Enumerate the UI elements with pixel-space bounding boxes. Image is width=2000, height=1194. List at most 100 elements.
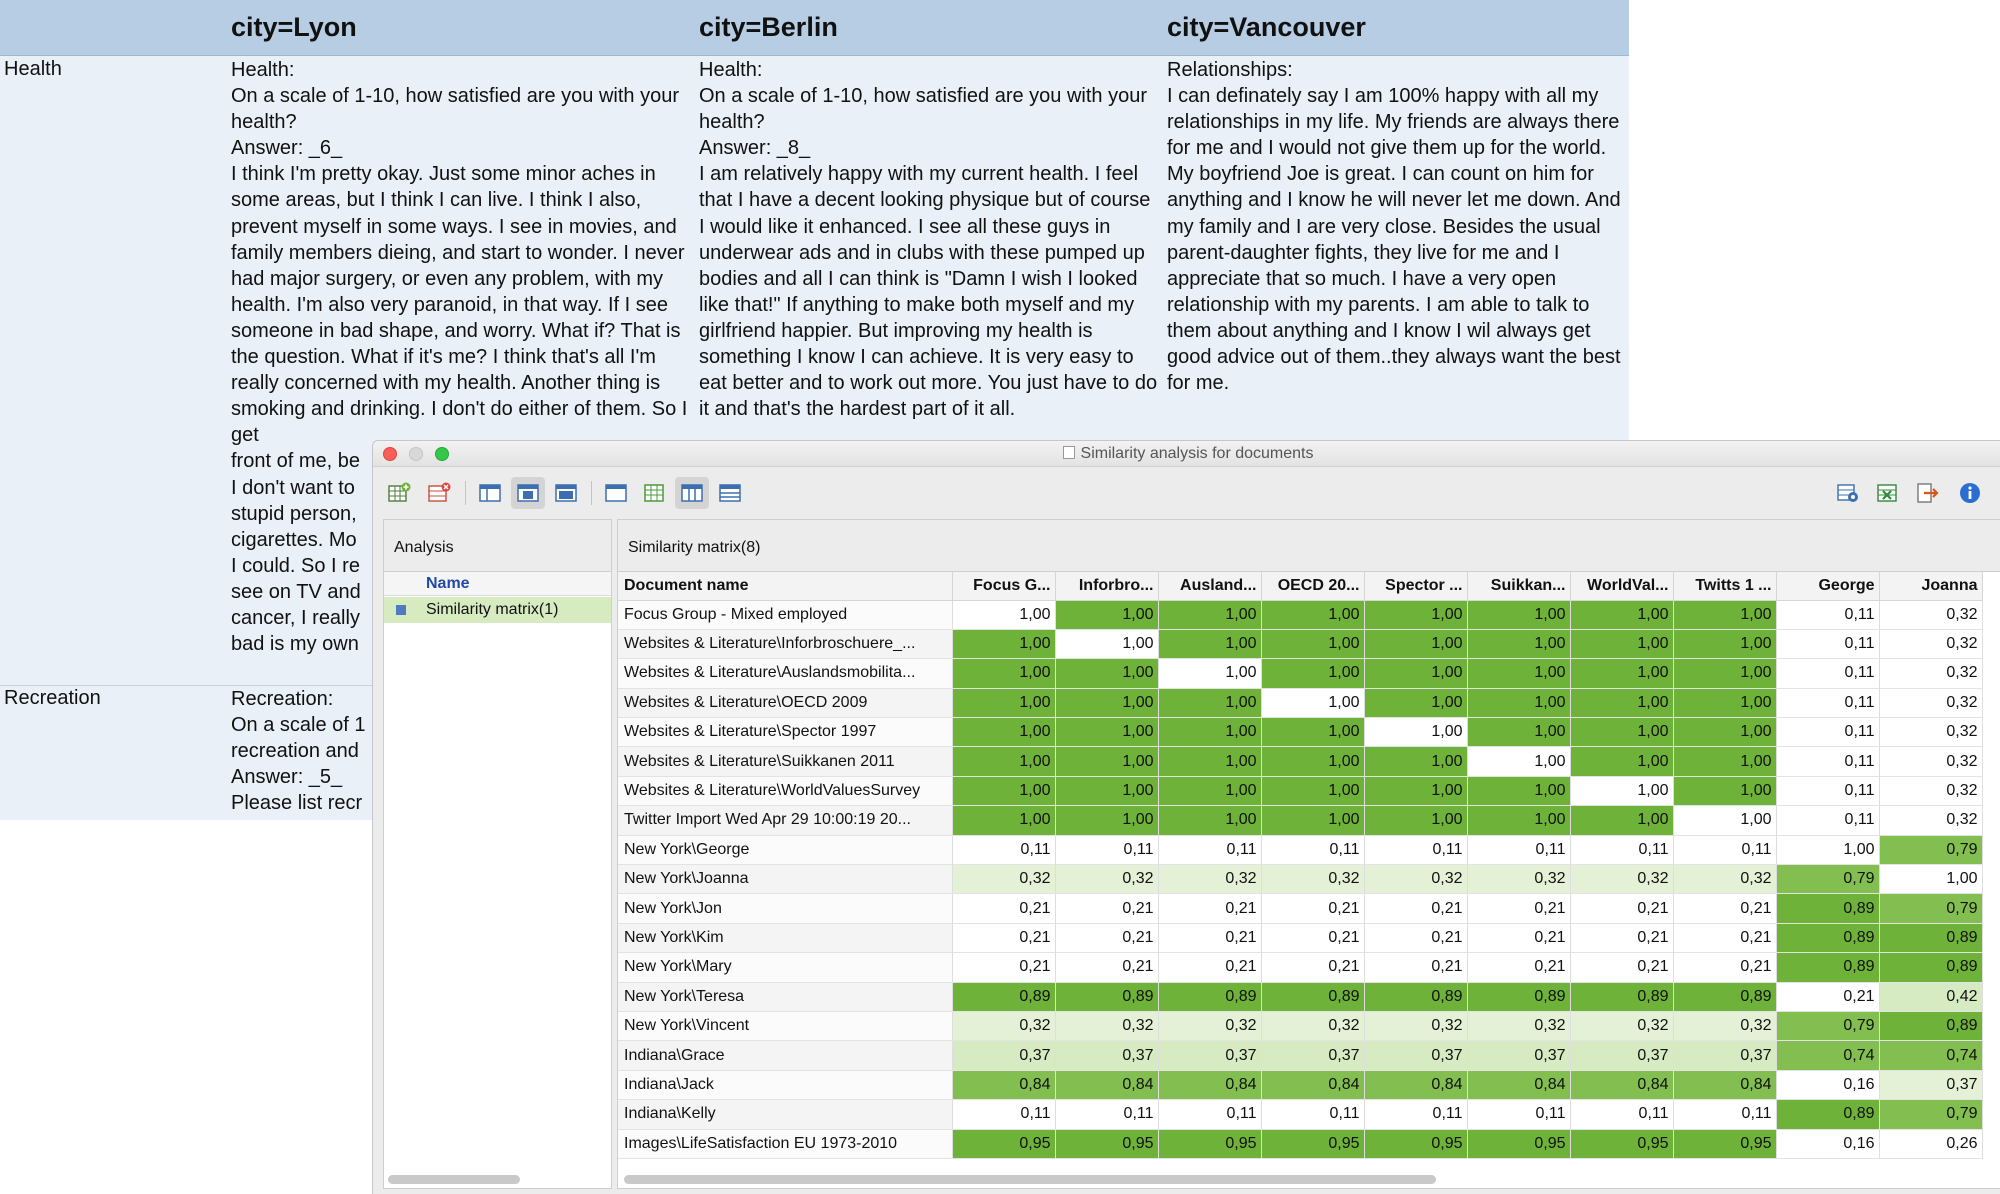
similarity-cell[interactable]: 0,32 [952,1011,1056,1042]
similarity-cell[interactable]: 0,21 [1673,923,1777,954]
similarity-cell[interactable]: 0,37 [952,1040,1056,1071]
similarity-cell[interactable]: 1,00 [1364,629,1468,660]
similarity-cell[interactable]: 1,00 [1467,658,1571,689]
similarity-cell[interactable]: 1,00 [1158,805,1262,836]
info-icon[interactable] [1953,477,1987,509]
similarity-cell[interactable]: 1,00 [952,629,1056,660]
similarity-cell[interactable]: 0,74 [1776,1040,1880,1071]
similarity-cell[interactable]: 0,32 [1158,864,1262,895]
analysis-list-item[interactable]: Similarity matrix(1) [384,597,611,623]
excel-export-icon[interactable] [1871,477,1905,509]
similarity-cell[interactable]: 1,00 [952,688,1056,719]
similarity-cell[interactable]: 1,00 [952,746,1056,777]
similarity-cell[interactable]: 0,21 [952,893,1056,924]
similarity-cell[interactable]: 1,00 [952,717,1056,748]
similarity-cell[interactable]: 0,84 [1261,1070,1365,1101]
similarity-cell[interactable]: 1,00 [1673,805,1777,836]
similarity-cell[interactable]: 1,00 [1261,717,1365,748]
similarity-cell[interactable]: 0,95 [1570,1129,1674,1159]
similarity-cell[interactable]: 0,21 [1158,952,1262,983]
similarity-cell[interactable]: 0,16 [1776,1070,1880,1101]
similarity-cell[interactable]: 0,89 [1673,982,1777,1012]
similarity-cell[interactable]: 0,32 [952,864,1056,895]
document-name-cell[interactable]: New York\George [618,835,953,866]
similarity-cell[interactable]: 0,32 [1364,864,1468,895]
similarity-cell[interactable]: 0,21 [952,952,1056,983]
similarity-cell[interactable]: 0,32 [1879,658,1983,689]
document-name-cell[interactable]: New York\Joanna [618,864,953,895]
similarity-cell[interactable]: 0,11 [1776,688,1880,719]
document-name-cell[interactable]: New York\Teresa [618,982,953,1012]
similarity-cell[interactable]: 0,32 [1055,864,1159,895]
similarity-cell[interactable]: 0,11 [1467,1099,1571,1130]
similarity-cell[interactable]: 0,32 [1261,1011,1365,1042]
similarity-cell[interactable]: 1,00 [1364,717,1468,748]
similarity-cell[interactable]: 0,11 [1776,629,1880,660]
similarity-cell[interactable]: 0,84 [1570,1070,1674,1101]
layout-left-icon[interactable] [473,477,507,509]
matrix-column-header[interactable]: OECD 20... [1261,572,1365,601]
similarity-cell[interactable]: 0,89 [952,982,1056,1012]
similarity-cell[interactable]: 0,37 [1879,1070,1983,1101]
similarity-cell[interactable]: 0,95 [952,1129,1056,1159]
similarity-cell[interactable]: 0,11 [1570,835,1674,866]
similarity-cell[interactable]: 0,11 [1364,835,1468,866]
minimize-window-button[interactable] [409,447,423,461]
similarity-cell[interactable]: 1,00 [1570,688,1674,719]
similarity-cell[interactable]: 0,21 [1467,893,1571,924]
similarity-cell[interactable]: 0,32 [1673,864,1777,895]
similarity-cell[interactable]: 0,37 [1261,1040,1365,1071]
rows-icon[interactable] [713,477,747,509]
similarity-cell[interactable]: 0,89 [1776,1099,1880,1130]
similarity-cell[interactable]: 1,00 [1364,600,1468,630]
delete-matrix-icon[interactable] [423,477,457,509]
similarity-cell[interactable]: 0,84 [1673,1070,1777,1101]
similarity-cell[interactable]: 0,21 [1261,952,1365,983]
similarity-cell[interactable]: 1,00 [1879,864,1983,895]
table-row[interactable]: New York\Mary 0,21 0,21 0,21 0,21 0,21 0,21 0,2… [618,952,1983,983]
similarity-cell[interactable]: 0,11 [952,835,1056,866]
similarity-cell[interactable]: 1,00 [1570,805,1674,836]
similarity-cell[interactable]: 0,84 [1364,1070,1468,1101]
similarity-cell[interactable]: 0,37 [1467,1040,1571,1071]
similarity-cell[interactable]: 1,00 [1673,717,1777,748]
document-name-cell[interactable]: Websites & Literature\Inforbroschuere_..… [618,629,953,660]
similarity-cell[interactable]: 0,21 [1261,893,1365,924]
similarity-cell[interactable]: 0,89 [1776,952,1880,983]
table-row[interactable]: Websites & Literature\Suikkanen 2011 1,00… [618,746,1983,777]
export-icon[interactable] [1911,477,1945,509]
similarity-cell[interactable]: 0,11 [1776,600,1880,630]
similarity-cell[interactable]: 1,00 [1055,629,1159,660]
similarity-cell[interactable]: 0,32 [1158,1011,1262,1042]
similarity-cell[interactable]: 1,00 [1261,688,1365,719]
similarity-cell[interactable]: 0,11 [1776,658,1880,689]
similarity-cell[interactable]: 1,00 [1467,746,1571,777]
table-row[interactable]: Indiana\Jack 0,84 0,84 0,84 0,84 0,84 0,84 0,84… [618,1070,1983,1101]
similarity-cell[interactable]: 0,89 [1776,893,1880,924]
similarity-cell[interactable]: 1,00 [1158,600,1262,630]
table-row[interactable]: New York\Teresa 0,89 0,89 0,89 0,89 0,89 0,89 0… [618,982,1983,1012]
matrix-column-header[interactable]: Ausland... [1158,572,1262,601]
add-matrix-icon[interactable] [383,477,417,509]
similarity-cell[interactable]: 0,37 [1570,1040,1674,1071]
similarity-cell[interactable]: 1,00 [1055,658,1159,689]
similarity-cell[interactable]: 1,00 [1364,688,1468,719]
similarity-cell[interactable]: 1,00 [1673,746,1777,777]
similarity-cell[interactable]: 0,21 [952,923,1056,954]
similarity-cell[interactable]: 1,00 [1467,805,1571,836]
similarity-cell[interactable]: 1,00 [1570,746,1674,777]
similarity-cell[interactable]: 1,00 [1673,658,1777,689]
similarity-cell[interactable]: 0,11 [1158,1099,1262,1130]
similarity-cell[interactable]: 0,32 [1879,688,1983,719]
similarity-cell[interactable]: 0,42 [1879,982,1983,1012]
similarity-cell[interactable]: 1,00 [1673,776,1777,807]
similarity-cell[interactable]: 0,74 [1879,1040,1983,1071]
similarity-cell[interactable]: 0,21 [1364,952,1468,983]
similarity-cell[interactable]: 1,00 [1364,658,1468,689]
similarity-cell[interactable]: 0,37 [1158,1040,1262,1071]
similarity-cell[interactable]: 1,00 [1776,835,1880,866]
table-row[interactable]: Websites & Literature\OECD 2009 1,00 1,00 1… [618,688,1983,719]
similarity-cell[interactable]: 0,21 [1467,952,1571,983]
similarity-cell[interactable]: 1,00 [1055,805,1159,836]
similarity-cell[interactable]: 0,89 [1055,982,1159,1012]
